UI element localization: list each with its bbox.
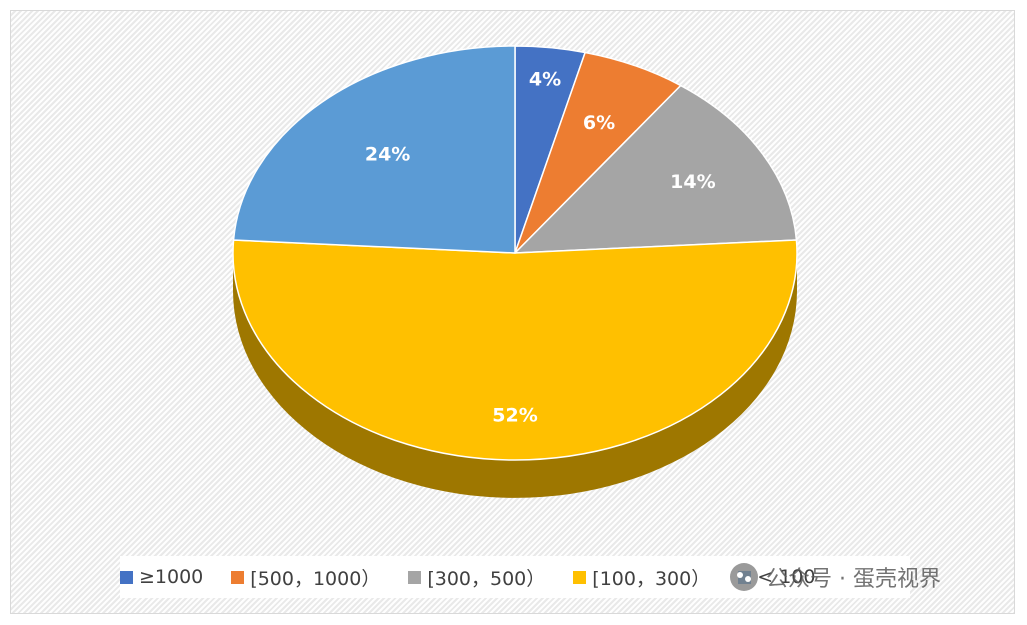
pie-slice-side (233, 253, 797, 498)
legend-label: [500，1000） (250, 567, 381, 590)
pie-slice (513, 84, 798, 254)
chart-legend: ≥1000 [500，1000） [300，500） [100，300） < 1… (120, 556, 910, 598)
legend-item: < 100 (738, 566, 815, 588)
pie-slices (232, 45, 798, 461)
pie-data-labels: 4% 6% 14% 52% 24% (365, 68, 716, 426)
legend-swatch (120, 570, 133, 584)
legend-swatch (738, 570, 752, 584)
pie-data-label: 52% (492, 405, 537, 427)
legend-item: [500，1000） (231, 564, 380, 591)
legend-swatch (231, 570, 245, 584)
pie-side-walls (233, 253, 797, 498)
legend-swatch (573, 570, 587, 584)
pie-data-label: 14% (670, 171, 715, 193)
legend-item: ≥1000 (120, 566, 203, 588)
pie-slice (232, 239, 798, 461)
legend-label: [300，500） (427, 567, 546, 590)
pie-slice (232, 45, 516, 254)
legend-swatch (408, 570, 422, 584)
pie-data-label: 4% (529, 68, 561, 90)
legend-item: [300，500） (408, 564, 545, 591)
legend-label: ≥1000 (139, 566, 204, 588)
pie-data-label: 6% (583, 112, 615, 134)
legend-item: [100，300） (573, 564, 710, 591)
legend-label: [100，300） (592, 567, 711, 590)
pie-data-label: 24% (365, 143, 410, 165)
legend-label: < 100 (757, 566, 816, 588)
